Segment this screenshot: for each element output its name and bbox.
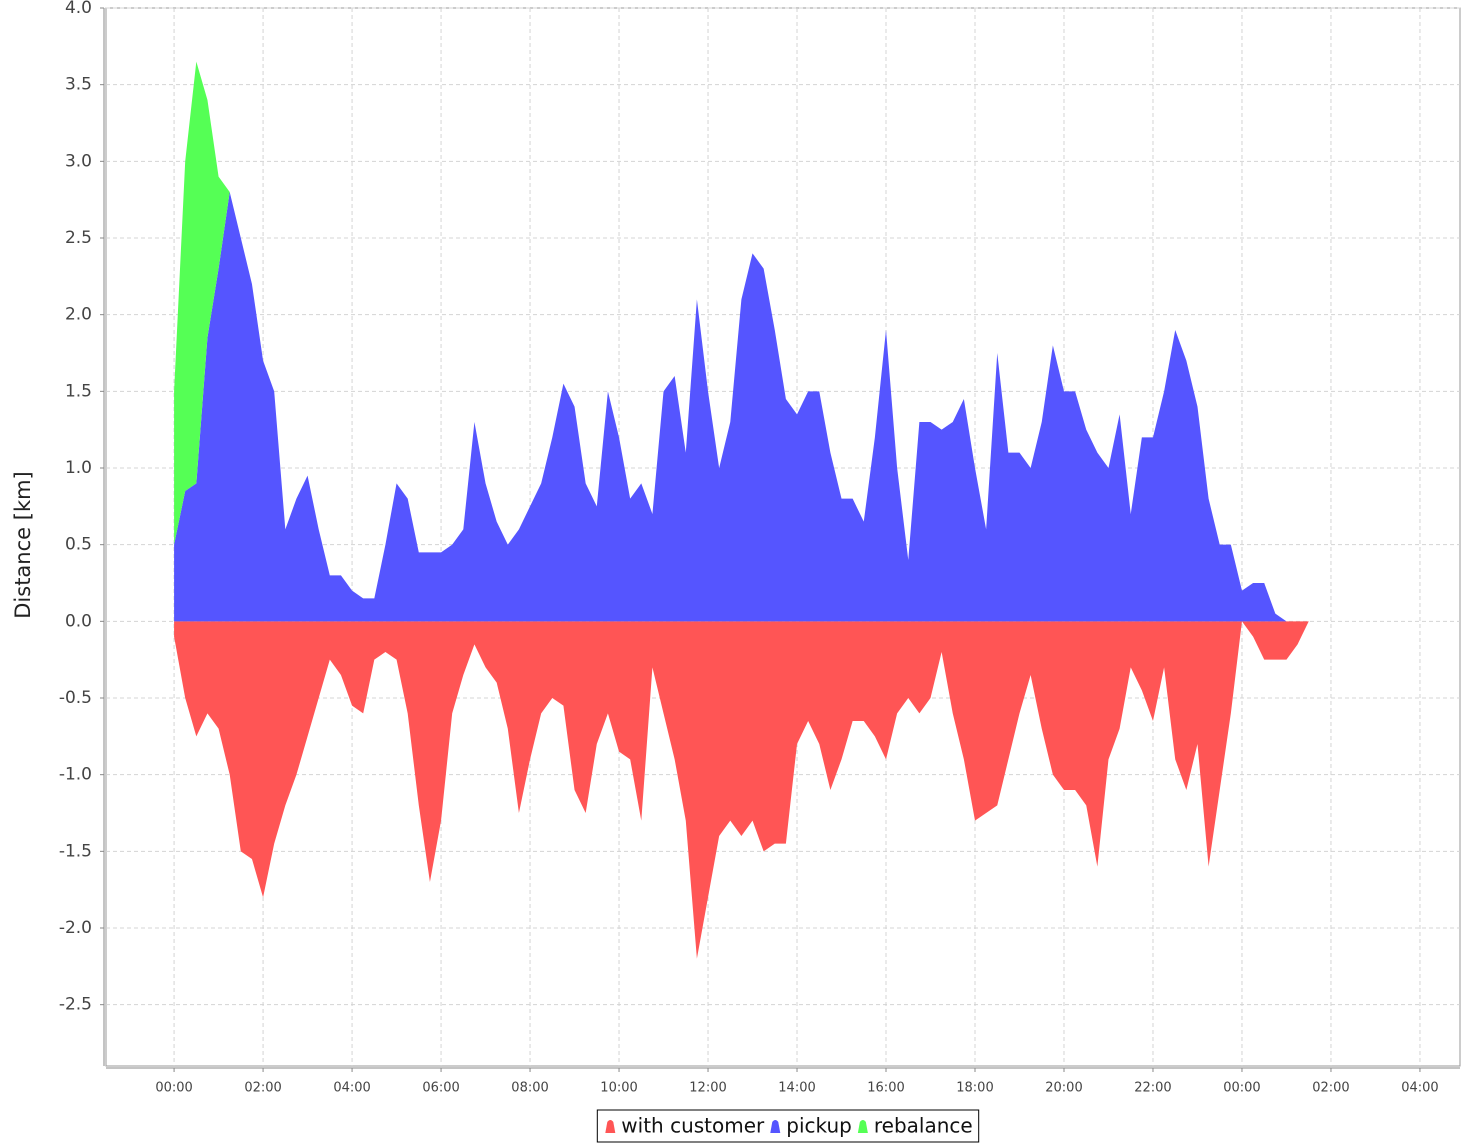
y-tick-label: 1.0	[65, 458, 92, 478]
y-tick-label: 3.0	[65, 151, 92, 171]
x-tick-label: 02:00	[1312, 1081, 1349, 1096]
y-tick-label: 2.5	[65, 228, 92, 248]
y-tick-label: 2.0	[65, 305, 92, 325]
x-tick-label: 04:00	[333, 1081, 370, 1096]
x-tick-label: 00:00	[155, 1081, 192, 1096]
x-tick-label: 08:00	[511, 1081, 548, 1096]
x-tick-label: 18:00	[956, 1081, 993, 1096]
x-tick-label: 12:00	[689, 1081, 726, 1096]
y-tick-label: 0.0	[65, 611, 92, 631]
y-tick-label: -2.5	[59, 995, 92, 1015]
areas	[174, 61, 1309, 959]
legend-marker	[770, 1120, 781, 1133]
y-tick-label: -0.5	[59, 688, 92, 708]
x-tick-label: 20:00	[1045, 1081, 1082, 1096]
y-tick-label: 4.0	[65, 0, 92, 18]
legend-label: rebalance	[874, 1114, 973, 1138]
x-tick-label: 10:00	[600, 1081, 637, 1096]
x-tick-label: 14:00	[778, 1081, 815, 1096]
area	[174, 192, 1309, 622]
axes: -2.5 -2.0 -1.5 -1.0 -0.5 0.0 0.5 1.0 1.5 2.0 2.5 3.…	[59, 0, 1460, 1096]
y-tick-label: -2.0	[59, 918, 92, 938]
y-tick-label: 0.5	[65, 535, 92, 555]
legend-label: pickup	[786, 1114, 852, 1138]
legend: with customer pickup rebalance	[596, 1109, 980, 1143]
legend-box	[596, 1109, 980, 1143]
y-tick-label: -1.5	[59, 841, 92, 861]
legend-label: with customer	[621, 1114, 765, 1138]
x-tick-label: 06:00	[422, 1081, 459, 1096]
y-tick-label: -1.0	[59, 765, 92, 785]
x-tick-label: 00:00	[1223, 1081, 1260, 1096]
x-tick-label: 22:00	[1134, 1081, 1171, 1096]
area	[174, 621, 1309, 959]
y-axis-title: Distance [km]	[11, 471, 35, 619]
x-tick-label: 02:00	[244, 1081, 281, 1096]
legend-marker	[857, 1120, 868, 1133]
y-tick-label: 1.5	[65, 381, 92, 401]
y-tick-label: 3.5	[65, 75, 92, 95]
x-tick-label: 16:00	[867, 1081, 904, 1096]
legend-marker	[605, 1120, 616, 1133]
x-tick-label: 04:00	[1401, 1081, 1438, 1096]
